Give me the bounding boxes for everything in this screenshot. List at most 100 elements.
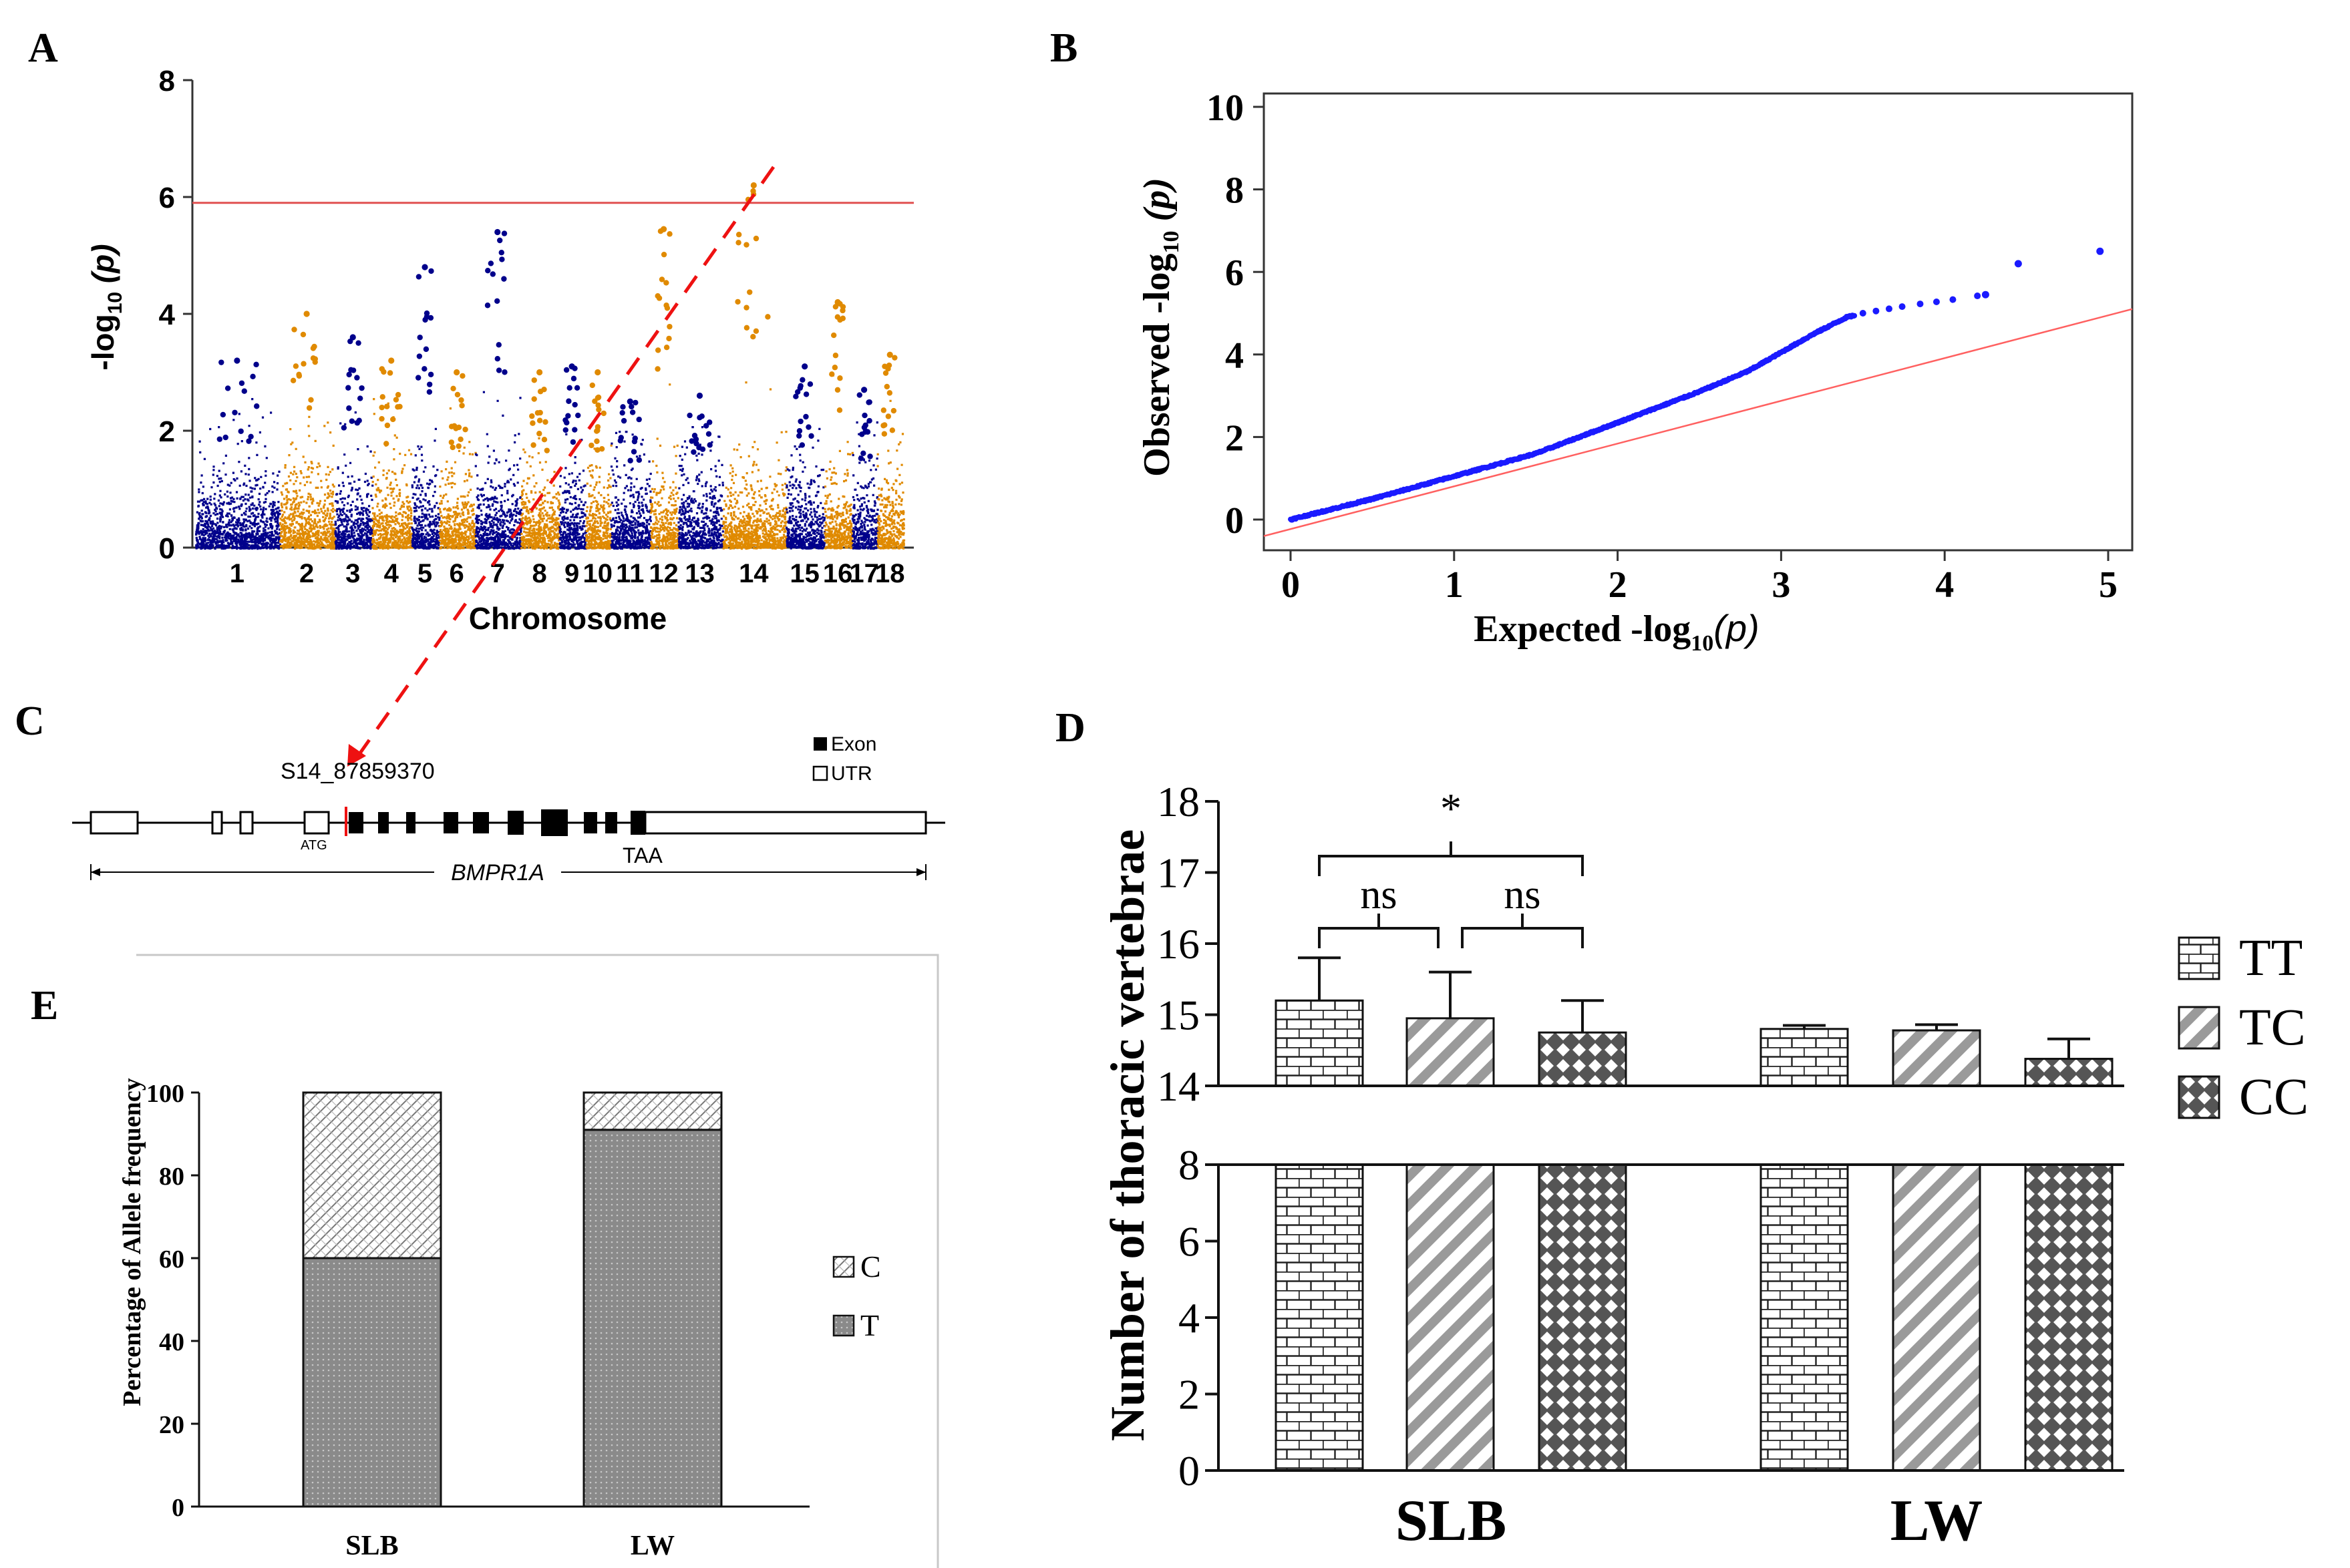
manhattan-point [693,441,699,447]
manhattan-point [880,407,887,413]
allele-legend-label-t: T [860,1308,879,1342]
manhattan-point [536,417,543,423]
manhattan-point [450,444,456,451]
significance-label: * [1440,785,1462,832]
manhattan-point [860,450,866,457]
manhattan-point [806,424,812,430]
manhattan-point [867,453,873,459]
qq-point [1974,292,1981,300]
manhattan-points-chr1 [195,398,281,550]
qq-y-label: Observed -log10 (p) [1136,178,1184,477]
manhattan-point [384,403,390,409]
qq-plot-frame [1263,92,2134,552]
manhattan-peak-point [234,357,240,364]
manhattan-x-tick-label: 1 [230,559,244,588]
manhattan-point [664,305,671,311]
manhattan-point [498,249,504,256]
exon-box [541,809,568,836]
manhattan-x-tick-label: 11 [616,559,644,588]
manhattan-point [349,418,355,424]
manhattan-x-tick-label: 14 [739,559,769,588]
bar-slb-tt-upper [1275,999,1364,1087]
manhattan-point [697,415,703,421]
manhattan-point [753,235,760,242]
y-tick-label: 2 [1178,1371,1200,1418]
manhattan-point [707,419,713,425]
legend-swatch-tc [2178,1006,2220,1050]
manhattan-points-chr10 [585,444,613,550]
manhattan-point [290,377,297,383]
manhattan-y-tick-label: 2 [159,415,175,448]
manhattan-point [529,413,535,419]
legend-label-tc: TC [2239,998,2306,1056]
manhattan-x-tick-label: 2 [299,559,314,588]
y-tick-label: 8 [1178,1141,1200,1189]
significance-bracket [1318,927,1440,948]
manhattan-point [453,425,459,431]
manhattan-point [379,415,385,422]
manhattan-point [490,271,496,277]
utr-box [303,811,330,835]
manhattan-point [291,327,297,333]
manhattan-x-label: Chromosome [469,601,667,636]
bar-slb-tt-lower [1275,1163,1364,1472]
atg-label: ATG [301,838,327,853]
manhattan-point [387,370,393,376]
manhattan-point [428,371,434,377]
thoracic-axes: 14 15 16 17 18 0 2 4 6 8 [1157,778,2124,1495]
exon-box [473,812,489,833]
manhattan-x-tick-label: 6 [450,559,464,588]
manhattan-point [238,428,244,434]
gene-name: BMPR1A [451,860,544,886]
manhattan-point [659,276,665,282]
manhattan-point [296,371,302,378]
manhattan-point [655,347,661,353]
qq-y-tick-label: 4 [1225,335,1244,377]
allele-y-label: Percentage of Allele frequency [118,1078,146,1406]
manhattan-point [655,366,661,372]
manhattan-point [656,295,663,301]
manhattan-point [541,436,548,443]
manhattan-x-tick-label: 18 [875,559,905,588]
legend-label-tt: TT [2239,928,2303,986]
manhattan-x-tick-label: 4 [384,559,399,588]
manhattan-peak-point [595,369,601,376]
qq-x-tick-label: 3 [1772,564,1790,606]
qq-x-tick-label: 1 [1445,564,1464,606]
manhattan-point [311,343,317,350]
manhattan-points-chr13 [677,426,724,550]
manhattan-x-tick-label: 16 [823,559,853,588]
manhattan-points-chr4 [371,398,413,550]
stacked-bar-lw-t [582,1129,723,1508]
qq-y-tick-label: 2 [1225,417,1244,459]
manhattan-points-chr5 [411,427,441,550]
allele-y-tick-label: 20 [159,1411,184,1439]
manhattan-point [832,365,838,371]
manhattan-point [765,314,771,320]
utr-box [211,811,223,835]
manhattan-peak-point [660,226,667,232]
qq-y-tick-label: 0 [1225,500,1244,542]
utr-box [644,811,927,835]
manhattan-point [456,443,462,449]
manhattan-point [735,299,741,305]
manhattan-point [705,431,712,437]
qq-y-tick-label: 6 [1225,252,1244,294]
bar-slb-cc-upper [1538,1031,1627,1087]
manhattan-peak-point [696,392,703,399]
manhattan-point [884,383,890,390]
significance-label: ns [1360,872,1397,918]
panel-label-b: B [1050,25,1077,71]
manhattan-points-chr17 [851,421,879,550]
manhattan-point [575,412,581,419]
manhattan-point [565,413,571,419]
exon-box [584,812,597,833]
manhattan-x-tick-label: 7 [490,559,505,588]
manhattan-point [663,345,670,351]
manhattan-point [862,412,868,419]
manhattan-point [417,335,423,341]
manhattan-point [562,427,568,433]
manhattan-point [562,417,568,423]
manhattan-point [293,363,299,369]
manhattan-points [195,182,906,550]
